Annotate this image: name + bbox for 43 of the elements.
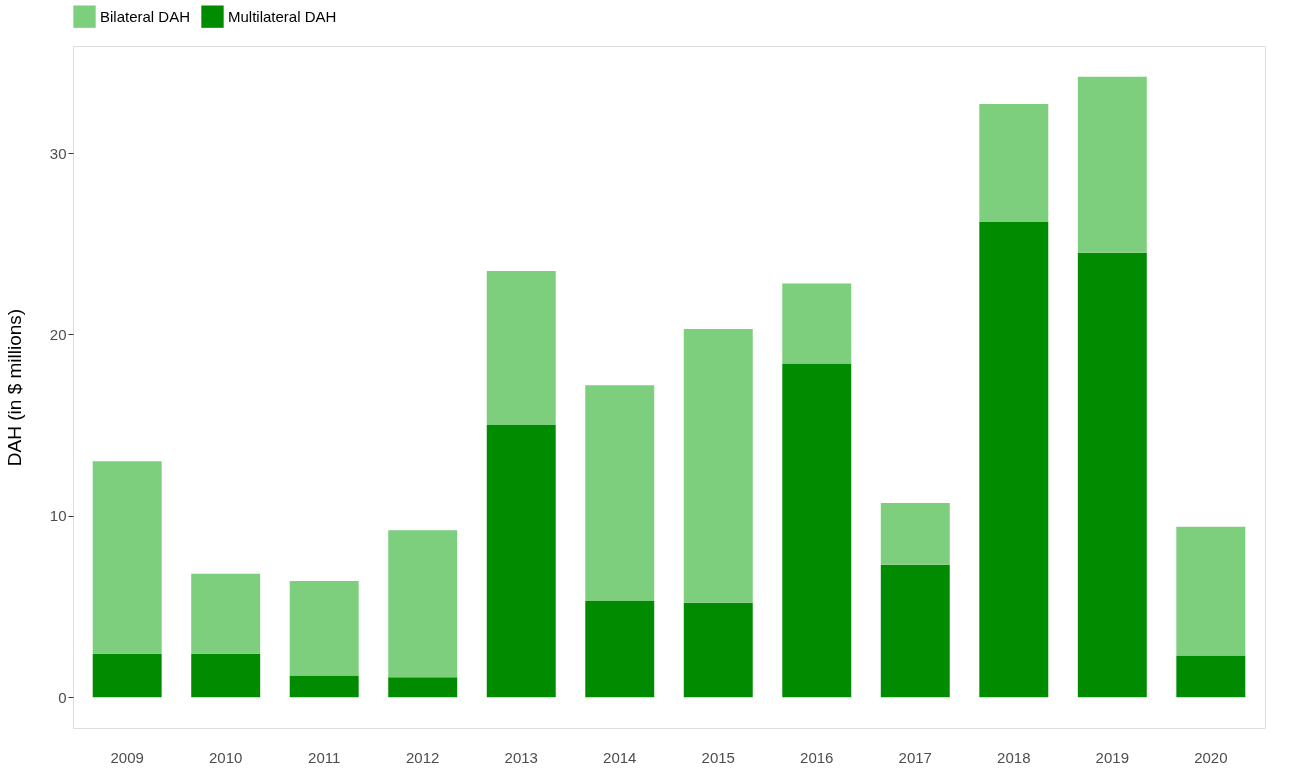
x-tick-label: 2016: [800, 748, 834, 766]
x-tick-label: 2009: [110, 748, 144, 766]
bar: [979, 221, 1049, 698]
bar: [880, 503, 950, 565]
bar: [782, 363, 852, 698]
bar: [1077, 252, 1147, 698]
bar: [782, 283, 852, 364]
y-axis-title: DAH (in $ millions): [3, 308, 25, 467]
bar: [1077, 76, 1147, 253]
legend-label: Multilateral DAH: [228, 7, 337, 25]
bar: [388, 530, 458, 678]
y-tick-label: 0: [58, 688, 67, 706]
y-tick-label: 20: [49, 325, 67, 343]
x-tick-label: 2010: [209, 748, 243, 766]
bar: [1176, 526, 1246, 656]
bar: [289, 675, 359, 698]
bar: [92, 653, 162, 698]
bar: [1176, 655, 1246, 698]
bar: [486, 270, 556, 426]
bar: [880, 564, 950, 698]
x-tick-label: 2012: [406, 748, 440, 766]
bar: [979, 104, 1049, 222]
bar: [683, 602, 753, 698]
bar: [289, 581, 359, 676]
x-tick-label: 2019: [1095, 748, 1129, 766]
y-tick-label: 30: [49, 144, 67, 162]
bar: [191, 573, 261, 654]
bar: [388, 677, 458, 698]
bar: [585, 601, 655, 698]
x-tick-label: 2011: [308, 748, 341, 766]
x-tick-label: 2013: [504, 748, 538, 766]
x-tick-label: 2020: [1194, 748, 1228, 766]
x-tick-label: 2017: [898, 748, 932, 766]
legend-label: Bilateral DAH: [100, 7, 191, 25]
bar: [92, 461, 162, 654]
x-tick-label: 2015: [701, 748, 735, 766]
bar: [585, 385, 655, 602]
bar: [683, 328, 753, 603]
bar: [191, 653, 261, 698]
y-tick-label: 10: [49, 507, 67, 525]
x-tick-label: 2014: [603, 748, 637, 766]
x-tick-label: 2018: [997, 748, 1031, 766]
bar: [486, 425, 556, 698]
